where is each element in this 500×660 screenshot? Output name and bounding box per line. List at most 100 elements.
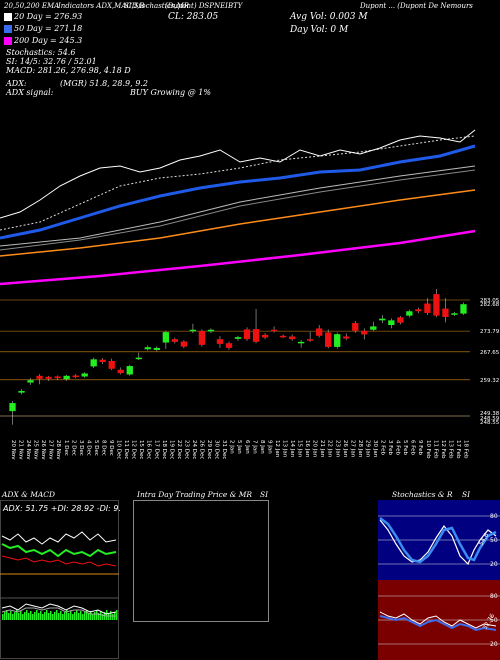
price-label-6: 248.59 (480, 416, 500, 422)
candle-body-47 (433, 294, 440, 316)
macd-bar-23 (48, 613, 50, 620)
candle-body-38 (352, 323, 359, 331)
date-label-14: 10 Dec (116, 440, 122, 459)
day-vol-label: Day Vol: 0 M (290, 25, 349, 35)
date-label-50: 3 Feb (387, 440, 393, 455)
date-labels: 20 Nov 21 Nov 24 Nov 25 Nov 26 Nov 27 Nov 28 N… (10, 440, 468, 460)
macd-bar-24 (50, 611, 52, 620)
date-label-33: 8 Jan (259, 440, 265, 454)
ema50-swatch (4, 25, 12, 33)
adx-values: (MGR) 51.8, 28.9, 9.2 (60, 79, 148, 88)
macd-bar-5 (12, 614, 14, 620)
stoch-k-line (379, 519, 497, 566)
date-label-5: 27 Nov (48, 440, 54, 460)
header-indicators-label: Indicators ADX,MACD,B (58, 2, 145, 10)
header-symbol: (Dupont) DSPNEIBTY (165, 2, 243, 10)
date-label-1: 21 Nov (18, 440, 24, 460)
price-label-3: 267.65 (480, 350, 500, 356)
candle-body-28 (261, 334, 269, 338)
macd-bar-41 (84, 612, 86, 620)
stochastics-value: Stochastics: 54.6 (6, 48, 76, 57)
ema20-legend: 20 Day = 276.93 (4, 12, 82, 21)
candle-body-36 (334, 334, 341, 347)
candle-body-4 (45, 376, 52, 379)
date-label-45: 27 Jan (349, 440, 355, 458)
date-label-42: 22 Jan (327, 440, 333, 458)
date-label-32: 7 Jan (251, 440, 257, 454)
ema200-legend-label: 200 Day = 245.3 (14, 36, 83, 45)
date-label-0: 20 Nov (10, 440, 16, 460)
header-company: Dupont ... (Dupont De Nemours (360, 2, 473, 10)
candle-body-16 (153, 347, 160, 350)
ema-grey-line (0, 165, 476, 247)
stoch-tick-50: 50 (490, 537, 498, 544)
candle-body-21 (198, 331, 206, 345)
macd-bar-50 (102, 614, 104, 620)
ema50-line (0, 144, 476, 240)
date-label-21: 19 Dec (168, 440, 174, 459)
candle-body-3 (36, 375, 43, 379)
macd-bar-33 (68, 613, 70, 620)
candle-body-12 (117, 369, 124, 374)
ema100-line (0, 189, 476, 257)
intra-day-panel (133, 500, 269, 622)
stoch-d-line (379, 517, 497, 564)
candle-body-26 (243, 329, 251, 340)
candle-body-27 (252, 329, 260, 342)
candle-body-17 (162, 332, 169, 343)
macd-bar-35 (72, 614, 74, 620)
si-tick-80: 80 (490, 593, 498, 600)
candle-body-43 (397, 317, 404, 323)
price-label-4: 259.32 (480, 378, 499, 384)
candle-body-30 (279, 335, 287, 338)
date-label-51: 4 Feb (395, 440, 401, 455)
candle-body-25 (234, 337, 242, 339)
date-label-15: 11 Dec (123, 440, 129, 459)
date-label-38: 15 Jan (297, 440, 303, 458)
date-label-10: 4 Dec (85, 440, 91, 456)
candle-body-15 (144, 347, 151, 350)
macd-bar-6 (14, 612, 16, 620)
macd-bar-10 (22, 614, 24, 620)
candle-body-48 (442, 308, 449, 317)
macd-bar-2 (6, 610, 8, 620)
macd-line (1, 603, 117, 615)
intra-panel-border (133, 500, 269, 622)
candle-body-35 (325, 332, 332, 347)
candle-body-32 (297, 341, 305, 344)
si-tick-20: 20 (490, 641, 498, 648)
macd-bar-49 (100, 611, 102, 620)
candle-body-41 (379, 318, 386, 321)
adx-values-text: ADX: 51.75 +DI: 28.92 -DI: 9.19 (2, 504, 120, 513)
date-label-27: 30 Dec (214, 440, 220, 459)
candle-body-37 (343, 336, 350, 339)
ema200-swatch (4, 37, 12, 45)
candle-body-2 (27, 380, 34, 383)
candle-body-31 (288, 336, 296, 340)
minus-di-line (1, 555, 117, 567)
date-label-39: 16 Jan (304, 440, 310, 458)
macd-bar-28 (58, 613, 60, 620)
candle-body-39 (361, 330, 368, 335)
date-label-16: 12 Dec (131, 440, 137, 459)
macd-bar-44 (90, 611, 92, 620)
si-tick-50: 50 (490, 617, 498, 624)
stoch-title: Stochastics & R (392, 490, 453, 499)
avg-vol-label: Avg Vol: 0.003 M (290, 12, 368, 22)
date-label-22: 22 Dec (176, 440, 182, 459)
ema50-legend: 50 Day = 271.18 (4, 24, 82, 33)
macd-bar-52 (106, 610, 108, 620)
macd-bar-47 (96, 610, 98, 620)
price-gridlines (0, 299, 470, 417)
macd-bar-9 (20, 611, 22, 620)
macd-bar-31 (64, 612, 66, 620)
macd-bar-25 (52, 614, 54, 620)
ema-grey-line-2 (0, 169, 476, 251)
candle-body-33 (307, 339, 314, 341)
ema50-legend-label: 50 Day = 271.18 (14, 24, 83, 33)
date-label-12: 8 Dec (100, 440, 106, 456)
adx-line (1, 531, 117, 545)
macd-bar-20 (42, 614, 44, 620)
macd-bar-15 (32, 614, 34, 620)
macd-bar-43 (88, 613, 90, 620)
